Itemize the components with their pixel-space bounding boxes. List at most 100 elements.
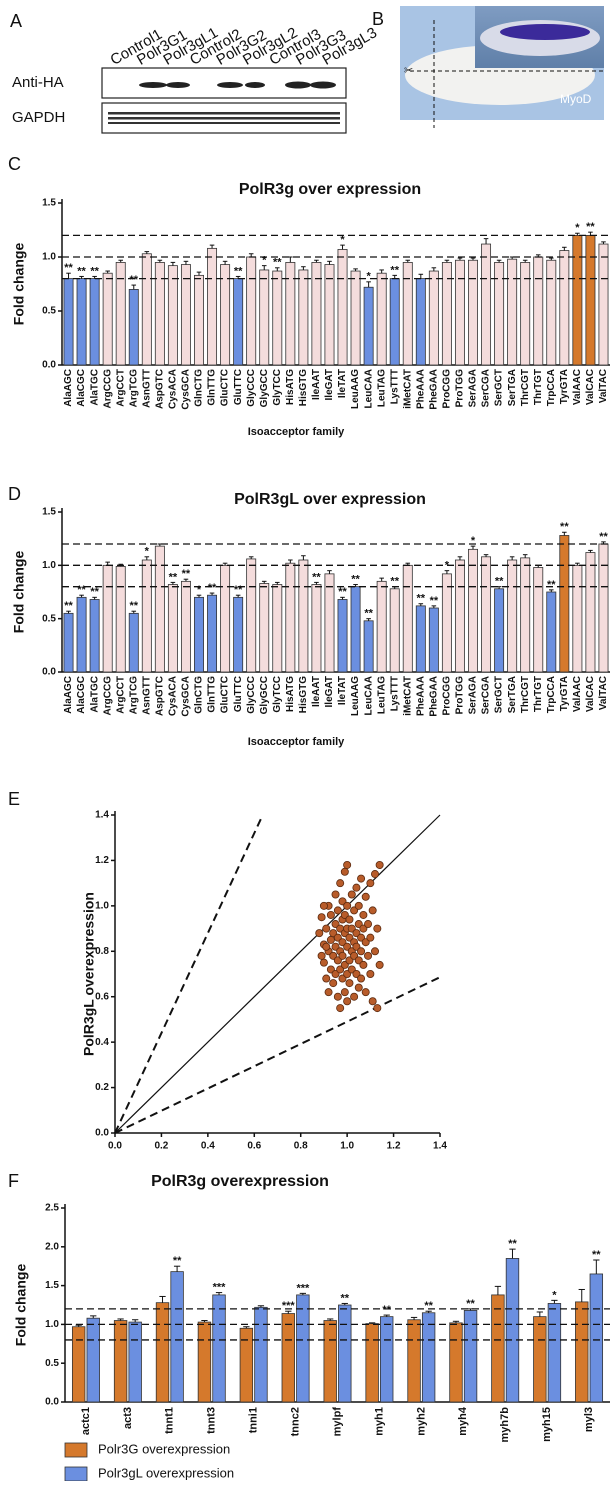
point bbox=[366, 933, 375, 942]
y-tick-label: 2.0 bbox=[45, 1241, 59, 1252]
point bbox=[350, 992, 359, 1001]
point bbox=[359, 910, 368, 919]
point bbox=[329, 979, 338, 988]
point bbox=[322, 924, 331, 933]
chart-title: PolR3gL over expression bbox=[234, 491, 426, 508]
significance: ** bbox=[169, 571, 178, 583]
panel-label: D bbox=[8, 484, 21, 504]
bar bbox=[194, 274, 204, 366]
bar bbox=[212, 1294, 226, 1403]
significance: ** bbox=[173, 1255, 182, 1267]
x-tick-label: myl3 bbox=[583, 1407, 595, 1432]
x-tick-label: TrpCCA bbox=[546, 369, 557, 406]
y-tick-label: 1.5 bbox=[45, 1280, 59, 1291]
x-tick-label: PheAAA bbox=[415, 369, 426, 409]
point bbox=[359, 960, 368, 969]
x-tick-label: SerCGA bbox=[481, 369, 492, 407]
x-tick-label: 0.0 bbox=[108, 1141, 122, 1152]
bar bbox=[547, 1303, 562, 1403]
y-tick-label: 1.0 bbox=[42, 560, 56, 571]
bar bbox=[468, 548, 478, 673]
significance: ** bbox=[129, 600, 138, 612]
y-axis-title: Fold change bbox=[11, 551, 27, 634]
point bbox=[370, 947, 379, 956]
bar bbox=[380, 1316, 394, 1403]
x-tick-label: ArgCCT bbox=[115, 369, 126, 407]
y-tick-label: 0.5 bbox=[42, 306, 56, 317]
bar bbox=[337, 249, 348, 366]
x-tick-label: LeuCAA bbox=[363, 369, 374, 408]
bar bbox=[296, 1294, 310, 1403]
bar bbox=[115, 261, 126, 366]
significance: ** bbox=[312, 571, 321, 583]
bar bbox=[350, 586, 361, 673]
y-tick-label: 2.5 bbox=[45, 1203, 59, 1214]
bar bbox=[102, 272, 113, 366]
bar bbox=[324, 573, 335, 673]
bar bbox=[507, 559, 518, 673]
x-tick-label: GluCTC bbox=[220, 676, 231, 713]
bar bbox=[220, 564, 231, 673]
bar bbox=[389, 588, 400, 673]
bar bbox=[155, 1302, 170, 1403]
x-tick-label: 0.8 bbox=[294, 1141, 308, 1152]
bar bbox=[63, 278, 74, 366]
reference-line bbox=[114, 814, 264, 1134]
x-axis-title: Isoacceptor family bbox=[248, 736, 345, 748]
bar bbox=[494, 588, 505, 673]
x-tick-label: LysTTT bbox=[389, 676, 400, 711]
y-axis-title: Fold change bbox=[13, 1264, 29, 1347]
x-tick-label: IleGAT bbox=[324, 369, 335, 400]
x-tick-label: AlaTGC bbox=[89, 369, 100, 406]
scissors: ✂ bbox=[404, 65, 413, 77]
bar bbox=[533, 1316, 547, 1403]
stain-label: MyoD bbox=[560, 92, 592, 106]
row-label: Anti-HA bbox=[12, 74, 64, 91]
bar bbox=[533, 567, 544, 673]
bar bbox=[281, 1313, 295, 1403]
x-tick-label: AsnGTT bbox=[141, 676, 152, 715]
x-tick-label: IleTAT bbox=[337, 369, 348, 398]
x-tick-label: iMetCAT bbox=[402, 676, 413, 716]
bar bbox=[259, 269, 270, 366]
x-tick-label: ValCAC bbox=[585, 369, 596, 405]
significance: ** bbox=[364, 608, 373, 620]
x-tick-label: GlnCTG bbox=[194, 676, 205, 714]
significance: ** bbox=[390, 576, 399, 588]
bar bbox=[115, 566, 126, 673]
x-tick-label: SerAGA bbox=[468, 676, 479, 714]
x-tick-label: act3 bbox=[122, 1407, 134, 1429]
bar bbox=[428, 607, 439, 673]
point bbox=[322, 974, 331, 983]
significance: * bbox=[471, 535, 476, 547]
x-tick-label: LeuTAG bbox=[376, 676, 387, 714]
x-tick-label: ProTGG bbox=[455, 676, 466, 715]
significance: ** bbox=[234, 584, 243, 596]
x-tick-label: tnnc2 bbox=[289, 1407, 301, 1436]
myod-stain bbox=[500, 24, 590, 40]
x-tick-label: myh7b bbox=[499, 1407, 511, 1443]
bar bbox=[141, 253, 152, 366]
bar bbox=[167, 584, 178, 673]
x-tick-label: ValTAC bbox=[598, 369, 609, 403]
point bbox=[361, 988, 370, 997]
x-tick-label: TyrGTA bbox=[559, 676, 570, 711]
point bbox=[347, 890, 356, 899]
bar bbox=[323, 1320, 337, 1403]
point bbox=[368, 906, 377, 915]
y-tick-label: 0.0 bbox=[42, 360, 56, 371]
point bbox=[336, 879, 345, 888]
x-tick-label: CysGCA bbox=[181, 369, 192, 410]
bar bbox=[533, 256, 544, 366]
significance: ** bbox=[466, 1298, 475, 1310]
significance: ** bbox=[351, 573, 360, 585]
bar bbox=[454, 559, 465, 673]
point bbox=[343, 997, 352, 1006]
x-tick-label: AlaCGC bbox=[76, 676, 87, 714]
point bbox=[326, 910, 335, 919]
x-tick-label: ArgTCG bbox=[128, 369, 139, 408]
x-tick-label: AsnGTT bbox=[141, 369, 152, 408]
bar bbox=[389, 278, 400, 366]
x-tick-label: SerTGA bbox=[507, 369, 518, 406]
x-tick-label: GlyTCC bbox=[272, 676, 283, 713]
